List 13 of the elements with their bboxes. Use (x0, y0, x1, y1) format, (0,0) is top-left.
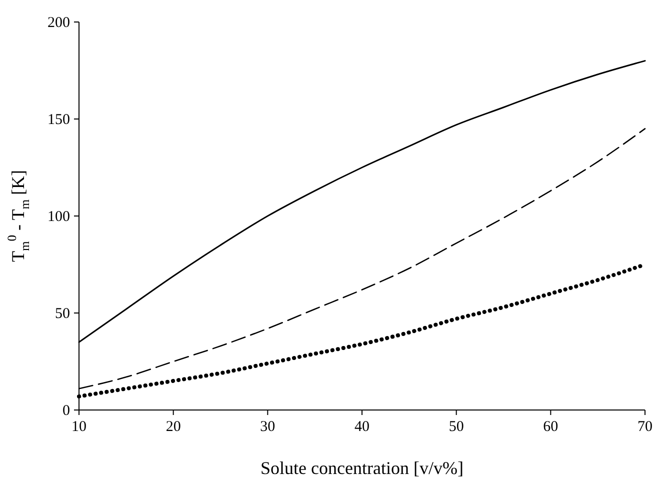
x-tick-label: 60 (543, 419, 558, 435)
x-tick-label: 10 (72, 419, 86, 435)
x-tick-label: 40 (354, 419, 370, 435)
y-tick-label: 150 (48, 112, 70, 128)
x-tick-label: 20 (166, 419, 181, 435)
y-tick-label: 100 (48, 209, 70, 225)
x-tick-label: 50 (448, 419, 464, 435)
y-tick-label: 50 (55, 306, 70, 322)
y-tick-label: 0 (62, 403, 70, 419)
x-axis-title: Solute concentration [v/v%] (260, 458, 464, 478)
y-tick-label: 200 (48, 15, 70, 31)
x-tick-label: 70 (638, 419, 652, 435)
x-tick-label: 30 (260, 419, 276, 435)
